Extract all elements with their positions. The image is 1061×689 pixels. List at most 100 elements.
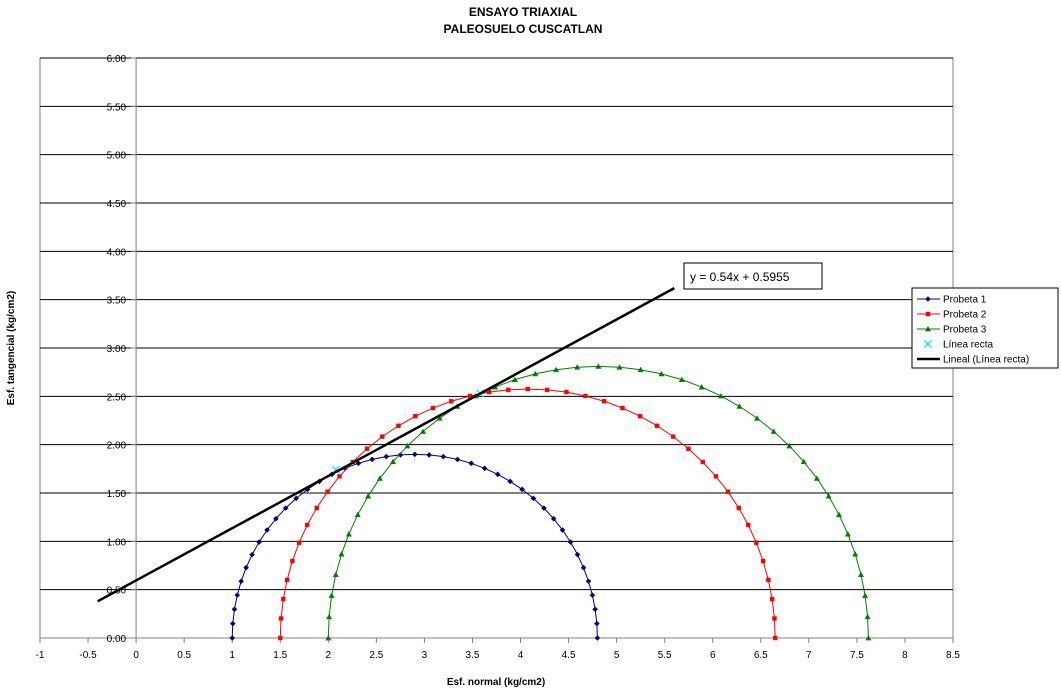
data-point bbox=[325, 489, 330, 494]
data-point bbox=[337, 474, 342, 479]
y-tick-label: 5.50 bbox=[107, 102, 127, 113]
y-axis-title: Esf. tangencial (kg/cm2) bbox=[6, 291, 17, 405]
y-tick-label: 2.50 bbox=[107, 392, 127, 403]
data-point bbox=[532, 370, 539, 377]
x-tick-label: 8.5 bbox=[946, 650, 960, 661]
data-point bbox=[589, 592, 596, 598]
data-point bbox=[519, 486, 525, 493]
data-point bbox=[580, 564, 587, 571]
data-point bbox=[754, 415, 761, 421]
legend-swatch bbox=[925, 296, 931, 302]
x-tick-label: 7.5 bbox=[850, 650, 864, 661]
data-point bbox=[365, 493, 372, 499]
equation-label: y = 0.54x + 0.5955 bbox=[690, 270, 790, 284]
data-point bbox=[670, 434, 676, 439]
x-tick-label: 1 bbox=[229, 650, 235, 661]
x-tick-label: 4.5 bbox=[562, 650, 576, 661]
data-point bbox=[278, 616, 284, 621]
data-point bbox=[857, 571, 864, 577]
data-point bbox=[231, 606, 238, 613]
data-point bbox=[396, 423, 401, 428]
legend-label: Probeta 2 bbox=[943, 310, 987, 321]
data-point bbox=[486, 389, 492, 395]
data-point bbox=[281, 596, 286, 602]
x-tick-label: 3.5 bbox=[466, 650, 480, 661]
data-point bbox=[376, 475, 383, 481]
data-point bbox=[766, 577, 771, 583]
data-point bbox=[574, 551, 581, 558]
data-point bbox=[338, 551, 345, 557]
data-point bbox=[637, 366, 644, 373]
series-5 bbox=[97, 287, 675, 603]
legend-label: Lineal (Línea recta) bbox=[943, 355, 1029, 366]
data-point bbox=[544, 387, 550, 393]
y-tick-label: 1.50 bbox=[107, 489, 127, 500]
chart-title: ENSAYO TRIAXIAL bbox=[469, 5, 577, 19]
data-point bbox=[369, 456, 375, 463]
x-tick-labels: -1 -0.5 0 0.5 1 1.5 2 2.5 3 3.5 4 4.5 5 5.5 6 6.5 7 7.5 8 8… bbox=[36, 638, 960, 661]
data-point bbox=[864, 613, 871, 620]
data-point bbox=[594, 635, 601, 641]
data-point bbox=[862, 592, 869, 598]
data-point bbox=[602, 399, 607, 404]
data-point bbox=[325, 635, 332, 641]
equation-annotation: y = 0.54x + 0.5955 bbox=[683, 262, 823, 290]
x-tick-label: 0.5 bbox=[177, 650, 191, 661]
data-point bbox=[825, 493, 832, 499]
data-point bbox=[637, 414, 643, 419]
data-point bbox=[852, 551, 859, 557]
data-point bbox=[559, 527, 566, 533]
data-point bbox=[282, 505, 289, 511]
data-point bbox=[430, 405, 436, 411]
y-tick-label: 2.00 bbox=[107, 441, 127, 452]
data-point bbox=[567, 539, 574, 545]
data-point bbox=[507, 478, 514, 485]
y-tick-label: 3.00 bbox=[107, 344, 127, 355]
data-point bbox=[293, 495, 300, 502]
data-point bbox=[700, 459, 705, 465]
data-point bbox=[481, 465, 488, 472]
data-point bbox=[413, 414, 418, 419]
legend-item: Probeta 2 bbox=[917, 310, 987, 321]
data-point bbox=[243, 564, 249, 571]
data-point bbox=[654, 423, 660, 428]
data-point bbox=[770, 428, 777, 434]
data-point bbox=[397, 452, 404, 458]
legend-swatch bbox=[924, 340, 932, 348]
legend-item: Línea recta bbox=[924, 340, 993, 351]
x-tick-label: 5 bbox=[614, 650, 620, 661]
data-point bbox=[506, 387, 511, 393]
data-point bbox=[786, 442, 793, 449]
data-point bbox=[383, 453, 390, 460]
data-point bbox=[332, 571, 339, 577]
legend-label: Línea recta bbox=[943, 340, 993, 351]
y-tick-label: 3.50 bbox=[107, 296, 127, 307]
y-tick-label: 1.00 bbox=[107, 537, 127, 548]
data-point bbox=[583, 393, 588, 399]
x-tick-label: 4 bbox=[518, 650, 524, 661]
data-point bbox=[511, 376, 518, 383]
data-point bbox=[273, 515, 279, 522]
data-point bbox=[713, 474, 719, 479]
data-point bbox=[773, 635, 778, 641]
data-point bbox=[525, 386, 530, 392]
x-tick-label: 5.5 bbox=[658, 650, 672, 661]
y-tick-label: 4.00 bbox=[107, 247, 127, 258]
data-point bbox=[574, 364, 581, 370]
data-point bbox=[760, 558, 766, 564]
gridlines bbox=[40, 57, 953, 591]
x-tick-label: 8 bbox=[902, 650, 908, 661]
data-point bbox=[800, 458, 807, 464]
data-point bbox=[290, 558, 295, 564]
data-point bbox=[296, 540, 302, 545]
data-point bbox=[468, 460, 475, 467]
legend: Probeta 1 Probeta 2 Probeta 3 Línea recta Li… bbox=[911, 287, 1059, 369]
data-point bbox=[564, 389, 569, 395]
x-tick-label: 0 bbox=[133, 650, 139, 661]
data-point bbox=[678, 376, 685, 383]
data-point bbox=[844, 531, 851, 537]
data-point bbox=[355, 460, 362, 467]
y-tick-label: 0.00 bbox=[107, 634, 127, 645]
legend-swatch bbox=[925, 311, 931, 317]
legend-label: Probeta 1 bbox=[943, 295, 987, 306]
